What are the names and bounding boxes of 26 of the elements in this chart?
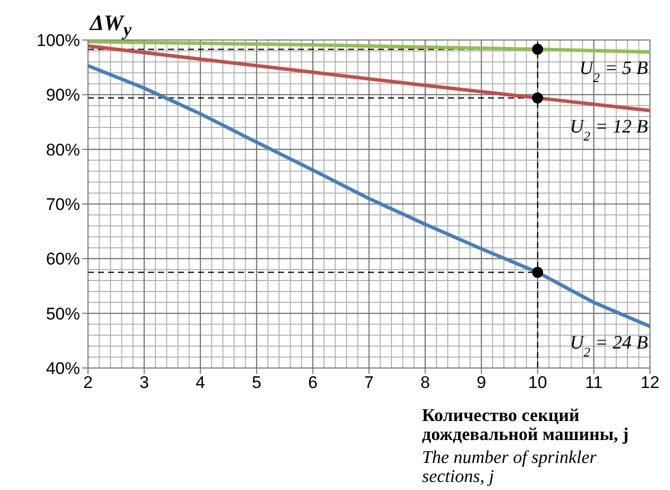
- series-label: U$_{2}$ = 12 В: [570, 116, 648, 144]
- point: [532, 44, 544, 55]
- y-tick-label: 100%: [36, 31, 80, 50]
- x-tick-label: 2: [83, 373, 93, 392]
- x-tick-label: 12: [640, 373, 660, 392]
- x-tick-label: 5: [252, 373, 262, 392]
- point: [532, 92, 544, 104]
- y-axis-title: ΔW$_{у}$: [90, 10, 132, 40]
- y-tick-label: 80%: [46, 140, 80, 160]
- x-tick-label: 3: [139, 373, 149, 392]
- y-tick-label: 60%: [46, 250, 80, 269]
- x-tick-label: 10: [528, 373, 548, 392]
- y-tick-label: 70%: [46, 195, 80, 214]
- y-tick-label: 50%: [46, 304, 80, 324]
- y-tick-label: 40%: [46, 359, 80, 378]
- x-tick-label: 9: [476, 373, 486, 392]
- text: The number of sprinkler sections, j: [422, 447, 598, 486]
- x-tick-label: 7: [364, 373, 374, 392]
- point: [532, 266, 544, 278]
- x-tick-label: 6: [308, 373, 318, 392]
- x-tick-label: 8: [420, 373, 430, 392]
- x-tick-label: 11: [584, 373, 603, 392]
- series-label: U$_{2}$ = 24 В: [570, 332, 648, 359]
- x-axis-title: Количество секций дождевальной машины, j: [422, 405, 630, 444]
- y-tick-label: 90%: [46, 86, 80, 105]
- x-tick-label: 4: [196, 373, 206, 392]
